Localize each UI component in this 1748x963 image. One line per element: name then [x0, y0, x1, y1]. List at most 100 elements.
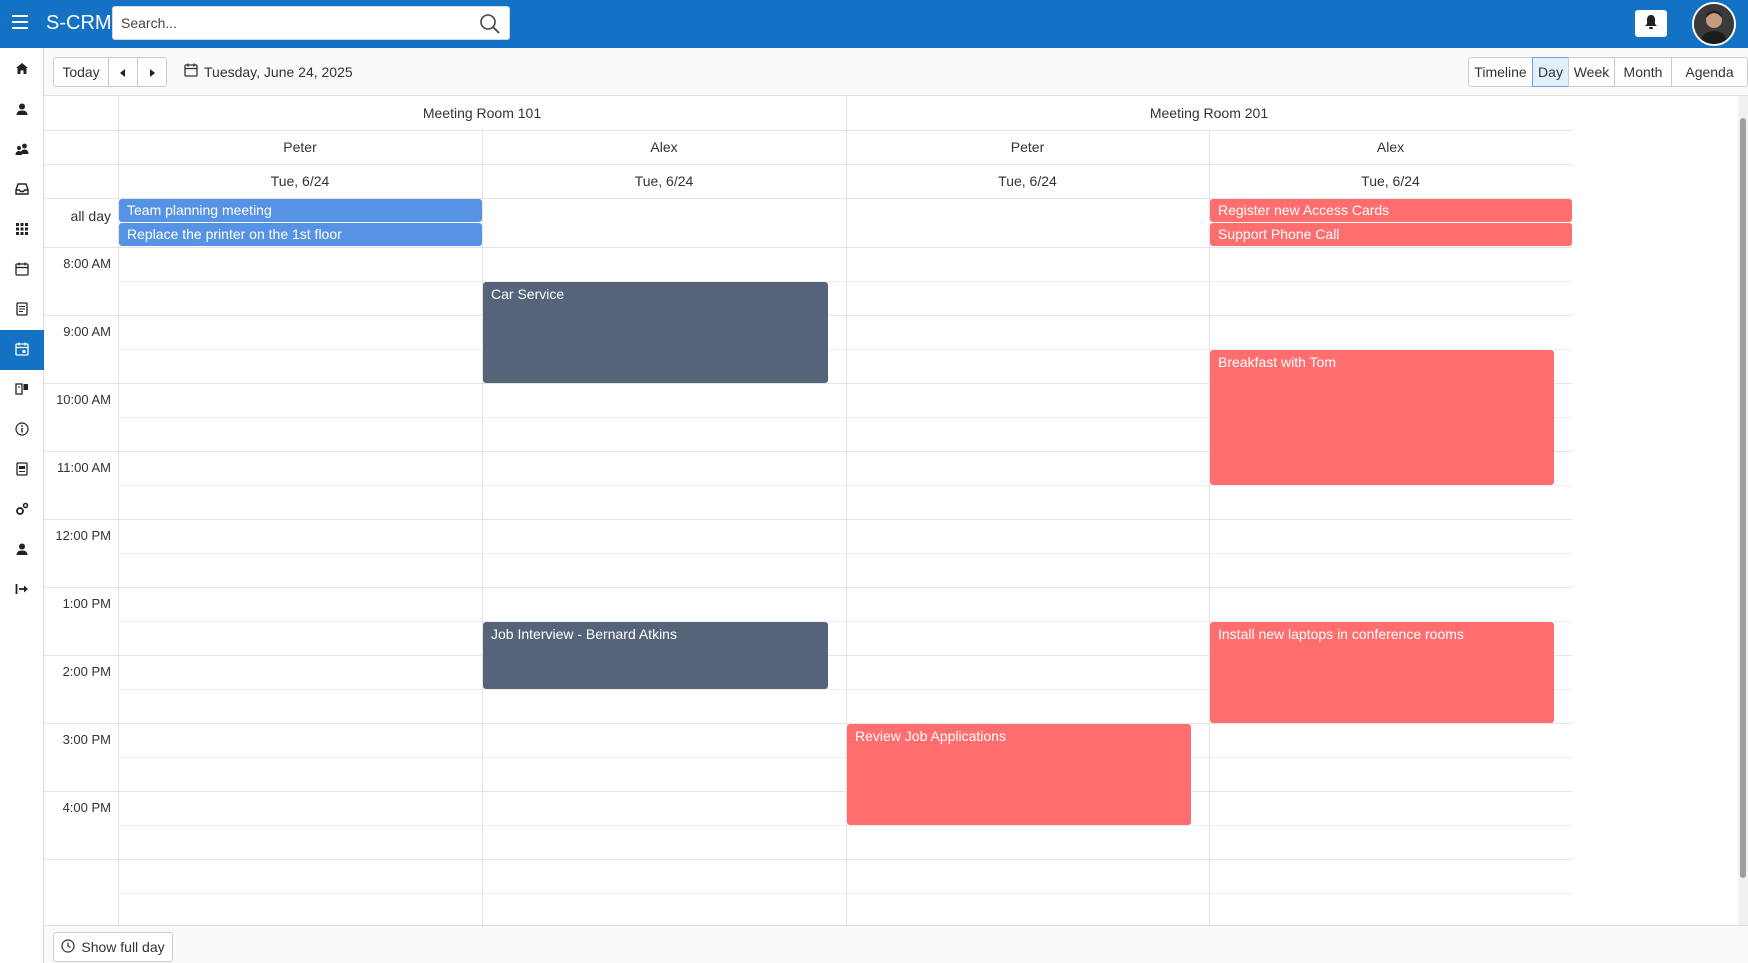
time-label: 12:00 PM: [55, 528, 111, 543]
show-full-day-label: Show full day: [81, 939, 165, 955]
half-hour-line: [118, 689, 1572, 690]
previous-button[interactable]: [108, 57, 138, 87]
sidebar-item-settings[interactable]: [0, 490, 44, 530]
today-button[interactable]: Today: [53, 57, 109, 87]
time-label: 9:00 AM: [63, 324, 111, 339]
grid-line: [44, 130, 1572, 131]
document-icon: [15, 461, 29, 479]
sidebar-item-notes[interactable]: [0, 290, 44, 330]
caret-left-icon: [119, 64, 127, 80]
date-picker[interactable]: Tuesday, June 24, 2025: [184, 63, 353, 80]
sidebar-item-contact[interactable]: [0, 90, 44, 130]
notes-icon: [15, 301, 29, 319]
scrollbar-thumb[interactable]: [1740, 118, 1746, 878]
menu-icon[interactable]: [12, 15, 28, 29]
sidebar-item-kanban[interactable]: [0, 370, 44, 410]
time-label: 2:00 PM: [62, 664, 111, 679]
sidebar-item-document[interactable]: [0, 450, 44, 490]
scheduler-toolbar: Today Tuesday, June 24, 2025 Timeline Da…: [44, 48, 1748, 96]
grid-line: [44, 198, 1572, 199]
half-hour-line: [118, 349, 1572, 350]
appointment[interactable]: Car Service: [483, 282, 828, 383]
user-icon: [15, 542, 29, 559]
appointment[interactable]: Review Job Applications: [847, 724, 1191, 825]
allday-event[interactable]: Register new Access Cards: [1210, 199, 1572, 222]
sidebar-item-user[interactable]: [0, 530, 44, 570]
allday-event[interactable]: Replace the printer on the 1st floor: [119, 222, 482, 246]
hour-line: [44, 859, 1572, 860]
time-label: 11:00 AM: [57, 460, 111, 475]
half-hour-line: [118, 757, 1572, 758]
view-agenda-button[interactable]: Agenda: [1671, 57, 1748, 87]
app-title[interactable]: S-CRM: [46, 12, 112, 34]
time-label: 1:00 PM: [62, 596, 111, 611]
resource-header: Alex: [1376, 139, 1405, 155]
appointment[interactable]: Job Interview - Bernard Atkins: [483, 622, 828, 689]
resource-header: Peter: [1010, 139, 1045, 155]
view-week-button[interactable]: Week: [1568, 57, 1615, 87]
date-header[interactable]: Tue, 6/24: [998, 173, 1057, 189]
sidebar-item-logout[interactable]: [0, 570, 44, 610]
sidebar-item-calendar[interactable]: [0, 250, 44, 290]
hour-line: [44, 383, 1572, 384]
search-icon[interactable]: [479, 13, 501, 38]
allday-event[interactable]: Support Phone Call: [1210, 222, 1572, 246]
date-header[interactable]: Tue, 6/24: [1361, 173, 1420, 189]
date-header[interactable]: Tue, 6/24: [634, 173, 694, 189]
notifications-button[interactable]: [1635, 10, 1667, 37]
view-timeline-button[interactable]: Timeline: [1468, 57, 1533, 87]
scheduler-icon: [15, 342, 29, 359]
half-hour-line: [118, 417, 1572, 418]
hour-line: [44, 791, 1572, 792]
half-hour-line: [118, 621, 1572, 622]
sidebar-item-inbox[interactable]: [0, 170, 44, 210]
appointment[interactable]: Install new laptops in conference rooms: [1210, 622, 1554, 723]
room-header: Meeting Room 101: [422, 105, 542, 121]
date-header[interactable]: Tue, 6/24: [270, 173, 330, 189]
sidebar-item-info[interactable]: [0, 410, 44, 450]
half-hour-line: [118, 825, 1572, 826]
half-hour-line: [118, 485, 1572, 486]
hour-line: [44, 587, 1572, 588]
grid-line: [44, 247, 1572, 248]
caret-right-icon: [148, 64, 156, 80]
search-box: [112, 6, 510, 40]
contact-icon: [15, 102, 29, 119]
avatar[interactable]: [1692, 2, 1736, 46]
calendar-icon: [15, 262, 29, 279]
current-date-label: Tuesday, June 24, 2025: [204, 63, 353, 80]
sidebar-item-scheduler[interactable]: [0, 330, 44, 370]
home-icon: [15, 62, 29, 79]
sidebar: [0, 48, 44, 963]
top-bar: S-CRM: [0, 0, 1748, 48]
search-input[interactable]: [113, 7, 473, 39]
allday-event[interactable]: Team planning meeting: [119, 199, 482, 222]
groups-icon: [15, 142, 29, 159]
settings-icon: [15, 502, 29, 519]
view-month-button[interactable]: Month: [1614, 57, 1672, 87]
inbox-icon: [15, 182, 29, 199]
sidebar-item-home[interactable]: [0, 50, 44, 90]
time-label: 4:00 PM: [62, 800, 111, 815]
hour-line: [44, 723, 1572, 724]
half-hour-line: [118, 553, 1572, 554]
sidebar-item-apps-grid[interactable]: [0, 210, 44, 250]
room-header: Meeting Room 201: [1149, 105, 1269, 121]
scrollbar[interactable]: [1738, 96, 1748, 925]
calendar-icon: [184, 63, 198, 80]
room-divider: [846, 96, 847, 925]
grid-line: [44, 164, 1572, 165]
half-hour-line: [118, 281, 1572, 282]
bell-icon: [1644, 14, 1658, 33]
scheduler-grid: Meeting Room 101 Meeting Room 201 Peter Tue…: [44, 96, 1748, 925]
sidebar-item-groups[interactable]: [0, 130, 44, 170]
appointment[interactable]: Breakfast with Tom: [1210, 350, 1554, 485]
next-button[interactable]: [137, 57, 167, 87]
logout-icon: [15, 582, 29, 599]
time-label: 3:00 PM: [62, 732, 111, 747]
view-day-button[interactable]: Day: [1532, 57, 1569, 87]
info-icon: [15, 421, 29, 439]
show-full-day-button[interactable]: Show full day: [53, 932, 173, 962]
apps-grid-icon: [15, 222, 29, 239]
kanban-icon: [15, 382, 29, 399]
